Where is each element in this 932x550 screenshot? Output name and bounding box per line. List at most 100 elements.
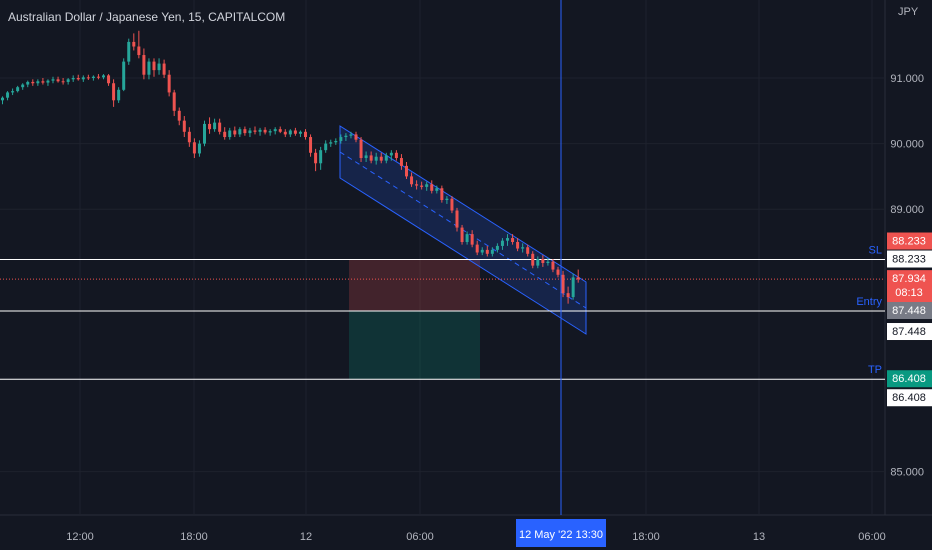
candle-body — [405, 165, 408, 177]
candle-body — [430, 184, 434, 191]
candle-body — [41, 81, 45, 83]
y-tick-label: 90.000 — [890, 139, 924, 151]
candle-body — [233, 130, 237, 135]
candle-body — [142, 55, 146, 75]
candle-body — [81, 77, 85, 80]
candle-body — [86, 77, 90, 79]
candle-body — [228, 130, 232, 138]
y-tick-label: 85.000 — [890, 467, 924, 479]
candle-body — [182, 120, 186, 132]
candle-body — [516, 242, 520, 249]
candle-body — [278, 129, 282, 132]
take-profit-zone — [349, 311, 480, 380]
candle-body — [162, 63, 166, 75]
candle-body — [324, 143, 328, 151]
candle-body — [475, 244, 479, 253]
x-tick-label: 12:00 — [66, 531, 94, 543]
candle-body — [16, 87, 20, 92]
candle-body — [394, 152, 398, 159]
y-tick-label: 91.000 — [890, 73, 924, 85]
candle-body — [364, 155, 368, 159]
candle-body — [465, 234, 469, 242]
candle-body — [102, 75, 105, 78]
candle-body — [304, 131, 307, 138]
crosshair-time-badge — [516, 519, 606, 547]
sl-level-badge-text: 88.233 — [892, 254, 926, 266]
candle-body — [314, 152, 318, 164]
candle-body — [31, 81, 35, 84]
candle-body — [410, 176, 414, 185]
candle-body — [349, 134, 353, 136]
candle-body — [203, 123, 206, 144]
candle-body — [485, 249, 489, 254]
candle-body — [127, 41, 131, 62]
candle-body — [268, 131, 272, 133]
candle-body — [546, 261, 550, 263]
candle-body — [107, 75, 111, 84]
chart-title: Australian Dollar / Japanese Yen, 15, CA… — [8, 10, 286, 24]
entry-level-badge — [887, 323, 932, 341]
candle-body — [309, 137, 313, 153]
candle-body — [76, 78, 80, 80]
crosshair-time-label: 12 May '22 13:30 — [519, 529, 603, 541]
sl-level-badge — [887, 250, 932, 268]
candle-body — [319, 150, 323, 164]
candle-body — [435, 188, 439, 191]
candle-body — [21, 84, 25, 88]
candle-body — [536, 259, 540, 266]
candle-body — [354, 134, 358, 140]
x-tick-label: 12 — [300, 531, 312, 543]
entry-price-badge — [887, 302, 932, 320]
x-tick-label: 13 — [753, 531, 765, 543]
candle-body — [379, 156, 383, 161]
entry-price-badge-text: 87.448 — [892, 305, 926, 317]
candle-body — [56, 79, 60, 82]
candle-body — [167, 74, 171, 93]
candle-body — [6, 92, 10, 98]
level-label-tp: TP — [868, 364, 882, 376]
candle-body — [571, 277, 575, 298]
candle-body — [91, 76, 95, 78]
candle-body — [66, 79, 70, 82]
candle-body — [339, 137, 343, 141]
candle-body — [1, 97, 4, 101]
candle-body — [132, 41, 136, 47]
candle-body — [213, 122, 217, 130]
candle-body — [359, 139, 363, 159]
candle-body — [61, 81, 65, 83]
candle-body — [152, 61, 156, 71]
candle-body — [369, 155, 373, 161]
candle-body — [157, 63, 161, 71]
candle-body — [561, 274, 565, 294]
candle-body — [11, 91, 15, 93]
candle-body — [551, 261, 555, 270]
candle-body — [71, 78, 75, 80]
candle-body — [495, 245, 499, 250]
candle-body — [490, 249, 494, 254]
candle-body — [36, 81, 40, 84]
candle-body — [197, 143, 201, 154]
candle-body — [288, 130, 292, 135]
candle-body — [541, 259, 545, 263]
currency-label[interactable]: JPY — [898, 6, 919, 18]
candle-body — [96, 76, 100, 78]
candle-body — [425, 184, 429, 187]
candle-body — [566, 293, 570, 298]
candle-body — [172, 92, 176, 111]
candle-body — [500, 240, 504, 246]
candle-body — [455, 210, 459, 228]
y-tick-label: 89.000 — [890, 204, 924, 216]
candle-body — [283, 131, 287, 135]
level-label-sl: SL — [869, 245, 882, 257]
tp-level-badge — [887, 389, 932, 407]
candle-body — [117, 89, 121, 101]
tp-level-badge-text: 86.408 — [892, 392, 926, 404]
candle-body — [480, 249, 484, 253]
candle-body — [253, 130, 257, 132]
candle-body — [329, 142, 333, 144]
candle-body — [399, 158, 403, 166]
candle-body — [26, 81, 30, 85]
candle-body — [218, 122, 222, 132]
candle-body — [263, 129, 267, 133]
